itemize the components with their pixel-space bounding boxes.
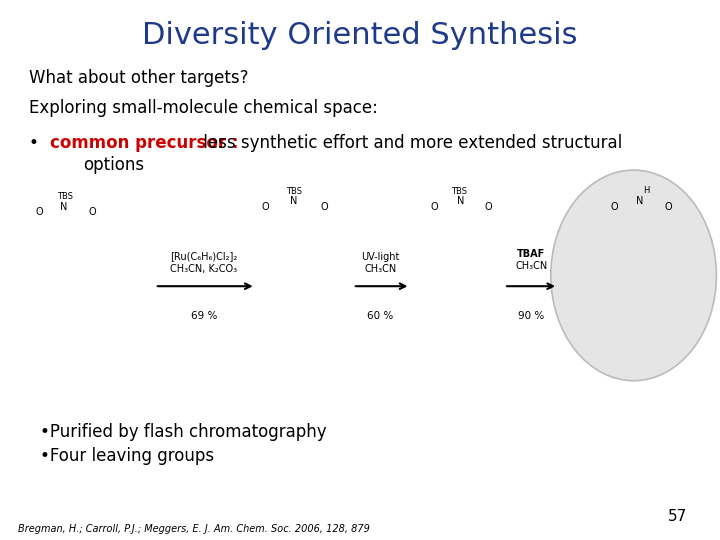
Text: common precursor :: common precursor :: [50, 134, 239, 152]
Text: 60 %: 60 %: [367, 311, 393, 321]
Text: •: •: [29, 134, 39, 152]
Text: less synthetic effort and more extended structural: less synthetic effort and more extended …: [198, 134, 622, 152]
Text: 57: 57: [668, 509, 688, 524]
Text: O: O: [36, 207, 43, 217]
Text: O: O: [611, 202, 618, 212]
Text: 90 %: 90 %: [518, 311, 544, 321]
Text: TBS: TBS: [57, 192, 73, 200]
Text: N: N: [290, 196, 297, 206]
Text: Bregman, H.; Carroll, P.J.; Meggers, E. J. Am. Chem. Soc. 2006, 128, 879: Bregman, H.; Carroll, P.J.; Meggers, E. …: [18, 523, 370, 534]
Text: TBS: TBS: [286, 187, 302, 196]
Text: O: O: [89, 207, 96, 217]
Text: Diversity Oriented Synthesis: Diversity Oriented Synthesis: [143, 21, 577, 50]
Text: [Ru(C₆H₆)Cl₂]₂: [Ru(C₆H₆)Cl₂]₂: [170, 252, 238, 261]
Text: H: H: [644, 186, 649, 194]
Text: What about other targets?: What about other targets?: [29, 69, 248, 87]
Text: N: N: [636, 196, 643, 206]
Text: TBAF: TBAF: [517, 249, 546, 259]
Text: O: O: [665, 202, 672, 212]
Text: N: N: [457, 196, 464, 206]
Text: 69 %: 69 %: [191, 311, 217, 321]
Text: TBS: TBS: [451, 187, 467, 196]
Text: Exploring small-molecule chemical space:: Exploring small-molecule chemical space:: [29, 99, 378, 117]
Text: CH₃CN: CH₃CN: [364, 264, 396, 274]
Text: O: O: [320, 202, 328, 212]
Text: •Four leaving groups: •Four leaving groups: [40, 447, 214, 465]
Text: UV-light: UV-light: [361, 252, 400, 261]
Text: •Purified by flash chromatography: •Purified by flash chromatography: [40, 423, 326, 441]
Text: O: O: [431, 202, 438, 212]
Text: O: O: [485, 202, 492, 212]
Ellipse shape: [551, 170, 716, 381]
Text: options: options: [83, 156, 144, 174]
Text: CH₃CN, K₂CO₃: CH₃CN, K₂CO₃: [170, 264, 238, 274]
Text: CH₃CN: CH₃CN: [516, 261, 547, 271]
Text: O: O: [261, 202, 269, 212]
Text: N: N: [60, 202, 67, 212]
